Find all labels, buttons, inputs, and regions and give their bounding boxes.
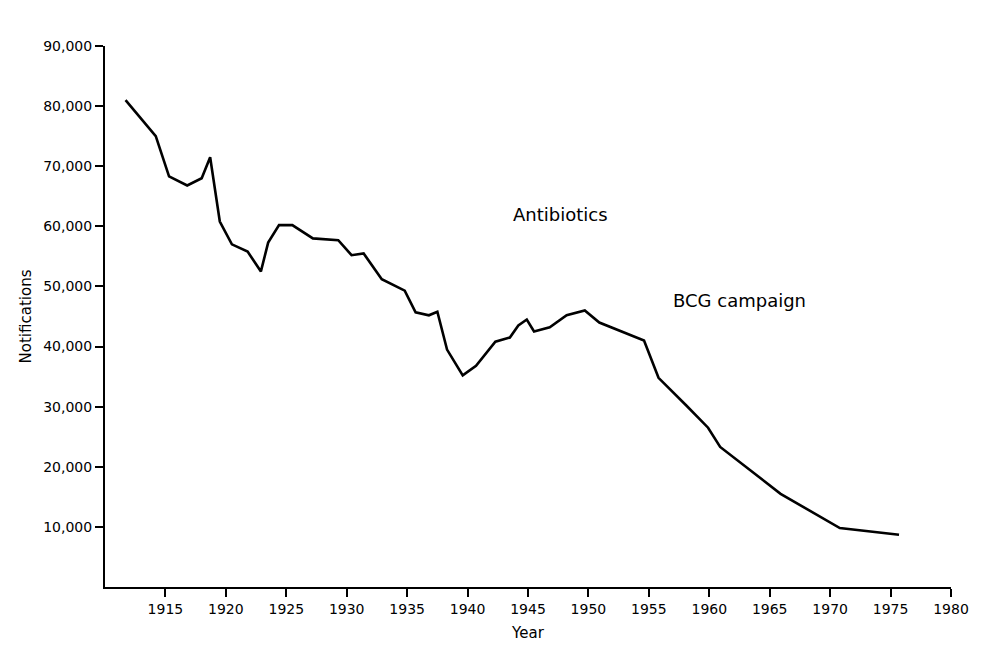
svg-text:1970: 1970 xyxy=(812,601,848,617)
svg-text:90,000: 90,000 xyxy=(43,38,92,54)
svg-text:1925: 1925 xyxy=(268,601,304,617)
svg-text:1950: 1950 xyxy=(571,601,607,617)
svg-text:1955: 1955 xyxy=(631,601,667,617)
svg-text:50,000: 50,000 xyxy=(43,278,92,294)
svg-text:1915: 1915 xyxy=(148,601,184,617)
svg-text:1980: 1980 xyxy=(933,601,969,617)
svg-text:10,000: 10,000 xyxy=(43,519,92,535)
svg-text:1965: 1965 xyxy=(752,601,788,617)
svg-text:1975: 1975 xyxy=(873,601,909,617)
svg-text:BCG campaign: BCG campaign xyxy=(673,290,806,311)
svg-text:1945: 1945 xyxy=(510,601,546,617)
svg-text:Notifications: Notifications xyxy=(17,269,35,363)
svg-text:1960: 1960 xyxy=(691,601,727,617)
svg-text:1935: 1935 xyxy=(389,601,425,617)
svg-text:40,000: 40,000 xyxy=(43,338,92,354)
svg-text:Antibiotics: Antibiotics xyxy=(513,204,608,225)
svg-text:30,000: 30,000 xyxy=(43,399,92,415)
svg-text:20,000: 20,000 xyxy=(43,459,92,475)
svg-text:60,000: 60,000 xyxy=(43,218,92,234)
svg-text:1940: 1940 xyxy=(450,601,486,617)
svg-text:70,000: 70,000 xyxy=(43,158,92,174)
svg-text:80,000: 80,000 xyxy=(43,98,92,114)
svg-text:Year: Year xyxy=(511,624,545,642)
svg-text:1920: 1920 xyxy=(208,601,244,617)
svg-text:1930: 1930 xyxy=(329,601,365,617)
